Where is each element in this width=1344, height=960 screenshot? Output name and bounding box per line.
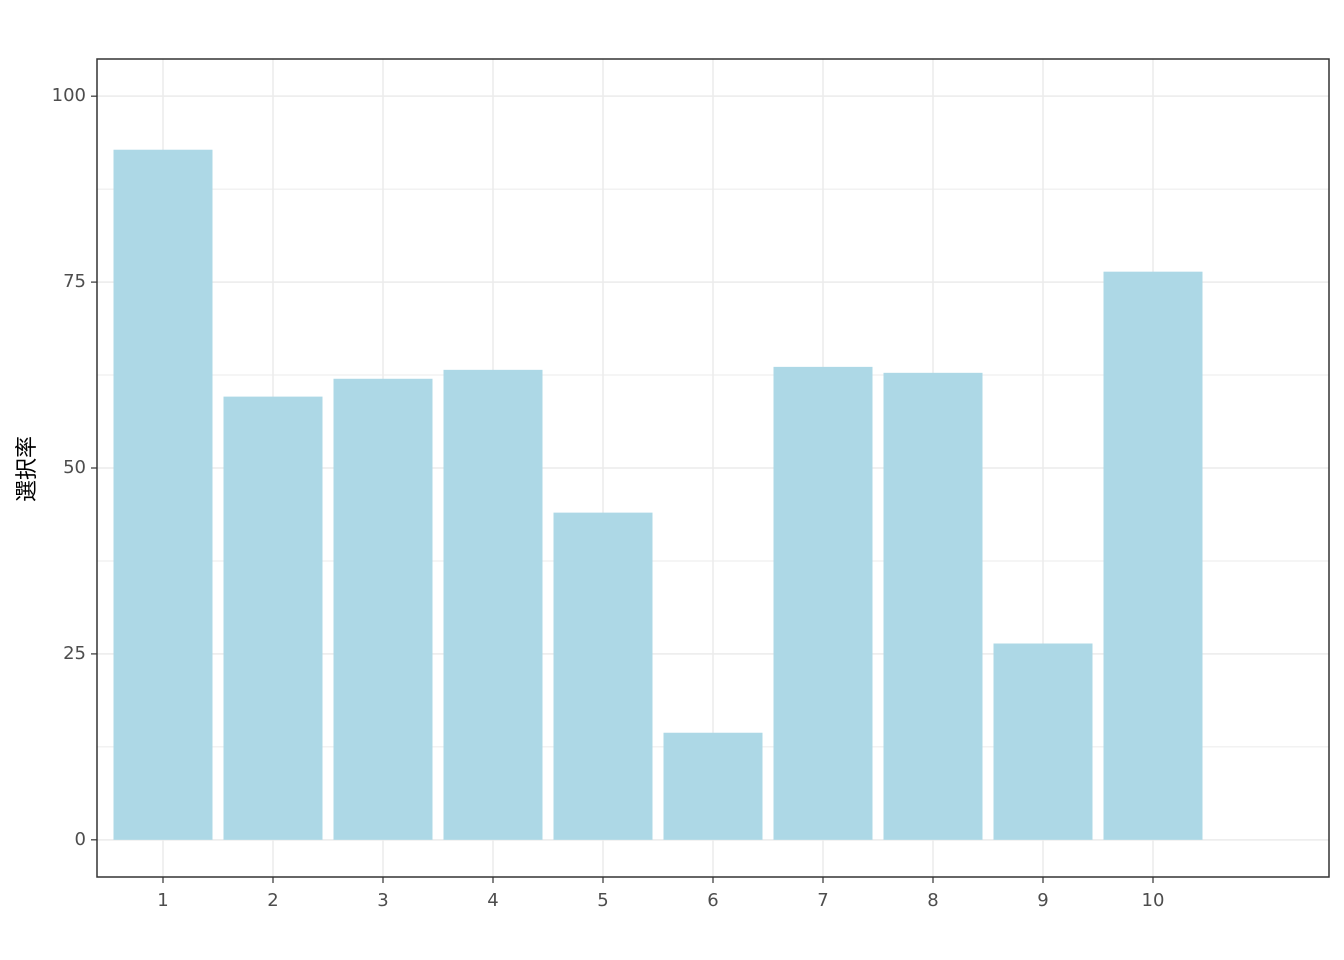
x-tick-label: 9 bbox=[1037, 890, 1048, 911]
bar bbox=[443, 369, 543, 840]
bar bbox=[113, 149, 213, 840]
x-tick-label: 4 bbox=[487, 890, 498, 911]
x-tick-label: 10 bbox=[1142, 890, 1165, 911]
bar bbox=[553, 512, 653, 840]
x-tick-label: 1 bbox=[157, 890, 168, 911]
x-tick-label: 6 bbox=[707, 890, 718, 911]
y-tick-label: 25 bbox=[63, 643, 86, 664]
bar bbox=[223, 396, 323, 840]
bar bbox=[333, 378, 433, 840]
x-tick-label: 7 bbox=[817, 890, 828, 911]
bar bbox=[883, 372, 983, 840]
y-tick-label: 50 bbox=[63, 457, 86, 478]
y-axis-title: 選択率 bbox=[15, 436, 40, 502]
y-tick-label: 0 bbox=[75, 829, 86, 850]
x-tick-label: 8 bbox=[927, 890, 938, 911]
y-tick-label: 75 bbox=[63, 271, 86, 292]
x-tick-label: 2 bbox=[267, 890, 278, 911]
x-tick-label: 5 bbox=[597, 890, 608, 911]
plot-border bbox=[96, 58, 1330, 878]
bar bbox=[993, 643, 1093, 840]
bar bbox=[773, 366, 873, 840]
bar bbox=[1103, 271, 1203, 840]
x-tick-label: 3 bbox=[377, 890, 388, 911]
y-tick-label: 100 bbox=[52, 85, 86, 106]
bar bbox=[663, 732, 763, 840]
